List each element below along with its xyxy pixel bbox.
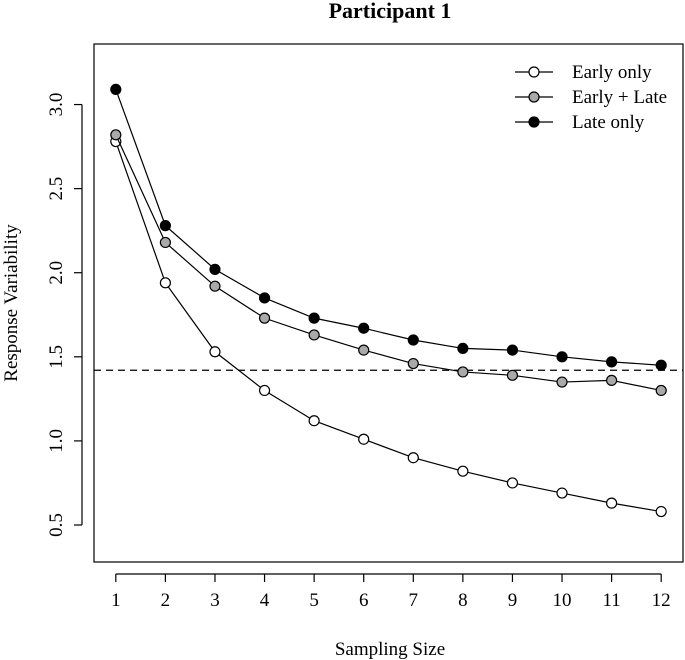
data-point-early-late: [209, 280, 221, 292]
data-point-early-late: [358, 344, 370, 356]
x-tick-label: 5: [309, 590, 319, 611]
x-tick-label: 1: [111, 590, 121, 611]
series-early-late: [110, 129, 667, 397]
data-point-late-only: [159, 220, 171, 232]
data-point-late-only: [506, 344, 519, 356]
data-point-late-only: [308, 312, 320, 324]
x-tick-label: 7: [409, 590, 419, 611]
y-tick-label: 1.5: [46, 345, 67, 369]
x-axis: 1 2 3 4 5 6 7 8 9 10 11 12: [111, 573, 671, 611]
y-axis: 0.5 1.0 1.5 2.0 2.5 3.0: [46, 93, 83, 537]
data-point-early-late: [556, 376, 568, 388]
x-tick-label: 10: [553, 590, 572, 611]
data-point-early-late: [457, 366, 469, 378]
data-point-early-only: [209, 346, 221, 358]
data-point-late-only: [258, 292, 271, 304]
legend-item-early-only: Early only: [515, 62, 652, 83]
data-point-early-late: [110, 129, 122, 141]
legend: Early only Early + Late Late only: [515, 62, 667, 133]
x-tick-label: 2: [161, 590, 171, 611]
series-layer: [110, 83, 667, 518]
legend-marker: [528, 91, 540, 103]
series-line-early-only: [115, 141, 662, 513]
data-point-late-only: [457, 342, 469, 355]
x-tick-label: 4: [260, 590, 270, 611]
data-point-early-only: [655, 505, 667, 518]
data-point-late-only: [110, 83, 122, 96]
y-tick-label: 3.0: [46, 93, 67, 117]
data-point-late-only: [606, 356, 618, 368]
y-tick-label: 0.5: [46, 513, 67, 537]
data-point-early-only: [457, 465, 469, 477]
legend-label: Early + Late: [572, 87, 667, 108]
data-point-early-late: [258, 312, 271, 324]
plot-frame: [93, 43, 684, 563]
data-point-late-only: [556, 351, 568, 363]
series-line-late-only: [115, 89, 662, 366]
legend-label: Early only: [572, 62, 652, 83]
x-tick-label: 6: [359, 590, 369, 611]
legend-item-late-only: Late only: [515, 112, 645, 133]
data-point-early-late: [159, 236, 171, 249]
data-point-late-only: [407, 334, 419, 346]
data-point-early-only: [407, 452, 419, 464]
data-point-early-only: [506, 477, 519, 489]
x-tick-label: 11: [602, 590, 620, 611]
data-point-late-only: [209, 263, 221, 275]
data-point-early-late: [606, 374, 618, 386]
data-point-early-only: [308, 415, 320, 427]
y-tick-label: 1.0: [46, 429, 67, 453]
data-point-early-late: [407, 357, 419, 370]
data-point-late-only: [655, 359, 667, 371]
data-point-early-only: [358, 433, 370, 445]
series-line-early-late: [115, 134, 662, 392]
series-late-only: [110, 83, 667, 371]
data-point-late-only: [358, 322, 370, 334]
legend-label: Late only: [572, 112, 645, 133]
legend-marker: [528, 66, 540, 78]
legend-item-early-late: Early + Late: [515, 87, 667, 108]
series-early-only: [110, 135, 667, 518]
data-point-early-only: [159, 277, 171, 289]
legend-marker: [528, 116, 540, 128]
y-tick-label: 2.0: [46, 261, 67, 285]
x-tick-label: 12: [652, 590, 671, 611]
data-point-early-only: [258, 384, 271, 397]
data-point-early-late: [655, 384, 667, 397]
data-point-early-only: [556, 487, 568, 499]
data-point-early-late: [506, 369, 519, 381]
y-tick-label: 2.5: [46, 177, 67, 201]
data-point-early-only: [606, 497, 618, 509]
x-axis-label: Sampling Size: [335, 639, 445, 660]
y-axis-label: Response Variability: [1, 224, 22, 382]
chart-title: Participant 1: [329, 0, 452, 23]
x-tick-label: 3: [210, 590, 220, 611]
x-tick-label: 9: [508, 590, 518, 611]
x-tick-label: 8: [458, 590, 468, 611]
data-point-early-late: [308, 329, 320, 341]
